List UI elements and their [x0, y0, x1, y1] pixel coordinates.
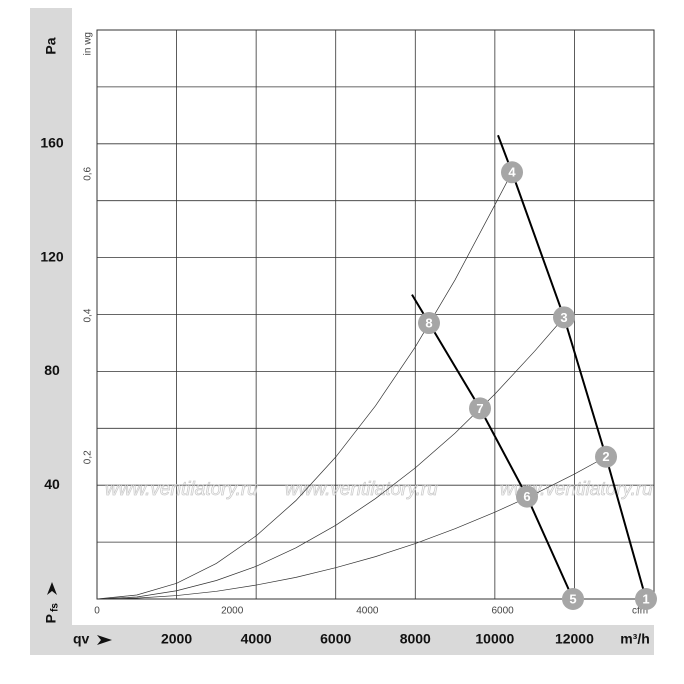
x2-tick-label: 4000: [356, 606, 379, 617]
operating-point: [595, 445, 618, 468]
x2-unit: cfm: [632, 606, 648, 617]
x-tick-label: 8000: [400, 631, 431, 647]
y2-tick-label: 0,4: [83, 308, 94, 322]
y-symbol: P: [43, 614, 59, 623]
y-label: Pa: [43, 37, 59, 54]
watermark: www.ventilatory.ru: [105, 479, 258, 500]
operating-point: [553, 306, 576, 329]
watermark: www.ventilatory.ru: [285, 479, 438, 500]
operating-point: [561, 588, 584, 610]
y2-tick-label: 0,2: [83, 450, 94, 464]
x-band: [30, 625, 654, 655]
x-arrow: [97, 635, 112, 645]
x-unit: m³/h: [620, 631, 650, 647]
operating-point: [469, 397, 492, 420]
x2-tick-label: 0: [94, 606, 100, 617]
y-tick-label: 120: [40, 248, 64, 264]
x2-tick-label: 2000: [221, 606, 244, 617]
x-tick-label: 10000: [475, 631, 514, 647]
x-tick-label: 12000: [555, 631, 594, 647]
x-tick-label: 2000: [161, 631, 192, 647]
y-tick-label: 40: [44, 476, 60, 492]
operating-point: [635, 588, 658, 610]
point-label: 8: [425, 315, 432, 330]
operating-point: [418, 312, 441, 335]
x-symbol: qv: [73, 631, 90, 647]
y2-unit: in wg: [83, 32, 94, 55]
point-label: 1: [642, 591, 649, 606]
operating-point: [501, 161, 524, 184]
y-tick-label: 160: [40, 135, 64, 151]
point-label: 5: [569, 591, 576, 606]
y-band: [30, 8, 72, 625]
point-label: 7: [476, 401, 483, 416]
x-tick-label: 6000: [320, 631, 351, 647]
point-label: 3: [560, 310, 567, 325]
y-symbol-sub: fs: [50, 603, 61, 612]
point-label: 2: [602, 449, 609, 464]
x2-tick-label: 6000: [491, 606, 514, 617]
watermark: www.ventilatory.ru: [500, 479, 653, 500]
point-label: 6: [523, 489, 530, 504]
x-tick-label: 4000: [241, 631, 272, 647]
y-arrow: [47, 582, 57, 595]
point-label: 4: [508, 165, 516, 180]
curve: [96, 317, 565, 600]
curve: [96, 172, 513, 600]
y-tick-label: 80: [44, 362, 60, 378]
y2-tick-label: 0,6: [83, 166, 94, 180]
operating-point: [516, 485, 539, 508]
